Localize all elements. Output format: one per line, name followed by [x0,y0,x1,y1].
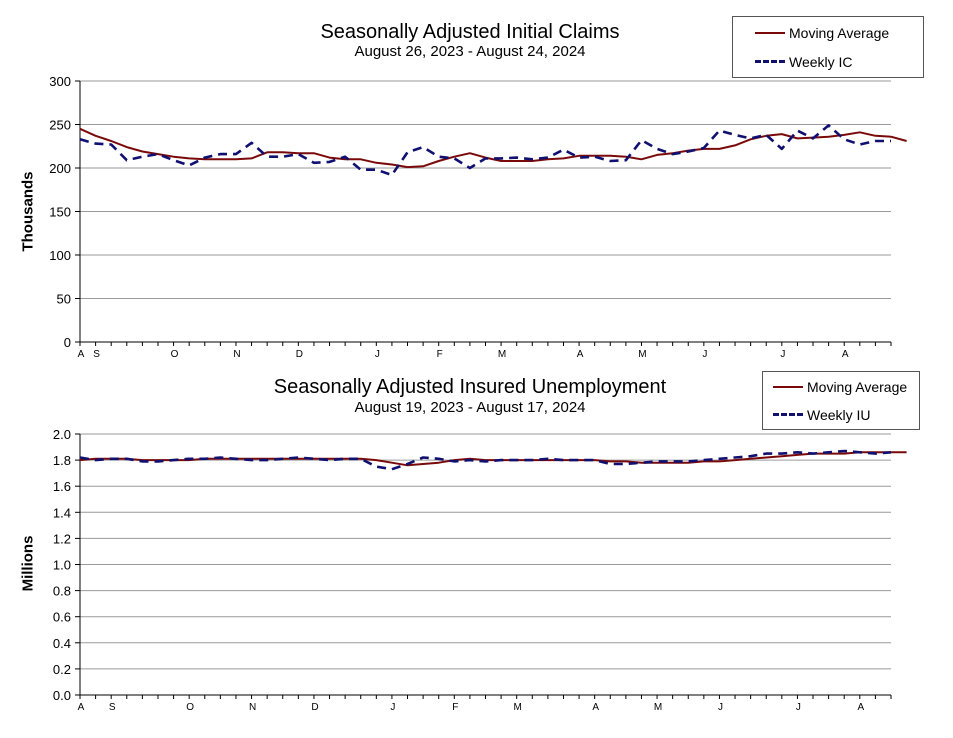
y-tick-label: 0.2 [53,662,71,677]
y-tick-label: 300 [49,74,71,89]
insured-unemployment-chart: Seasonally Adjusted Insured Unemployment… [0,369,953,738]
x-tick-label: J [390,702,395,713]
y-tick-label: 0.0 [53,688,71,703]
x-tick-label: A [78,702,85,713]
x-tick-label: A [592,702,599,713]
x-tick-label: J [796,702,801,713]
x-tick-label: J [375,349,380,360]
x-tick-label: J [780,349,785,360]
y-tick-label: 0.6 [53,610,71,625]
y-tick-label: 1.2 [53,531,71,546]
legend-label: Moving Average [789,25,890,41]
x-tick-label: M [638,349,646,360]
legend-label: Weekly IC [789,54,853,70]
x-tick-label: O [186,702,194,713]
legend: Moving Average Weekly IC [732,16,924,78]
y-tick-label: 0 [64,335,71,350]
y-tick-label: 150 [49,205,71,220]
y-tick-label: 50 [57,292,71,307]
y-tick-label: 1.6 [53,479,71,494]
legend-item-moving-average: Moving Average [733,25,889,41]
legend-item-weekly: Weekly IU [763,407,871,423]
y-tick-label: 200 [49,161,71,176]
legend-label: Weekly IU [807,407,871,423]
legend-swatch-solid [755,28,785,38]
x-tick-label: D [296,349,303,360]
x-tick-label: S [109,702,116,713]
legend: Moving Average Weekly IU [762,371,920,430]
x-tick-label: F [437,349,443,360]
y-tick-label: 100 [49,248,71,263]
chart-title: Seasonally Adjusted Initial Claims [320,21,620,43]
x-tick-label: A [857,702,864,713]
x-tick-label: N [249,702,256,713]
y-tick-label: 250 [49,118,71,133]
x-tick-label: M [514,702,522,713]
x-tick-label: A [842,349,849,360]
chart-title: Seasonally Adjusted Insured Unemployment [273,376,667,398]
x-tick-label: S [93,349,100,360]
y-tick-label: 2.0 [53,427,71,442]
legend-swatch-dashed [755,57,785,67]
weekly-series-line [79,124,891,177]
y-tick-label: 1.4 [53,505,71,520]
x-tick-label: M [498,349,506,360]
x-tick-label: F [452,702,458,713]
initial-claims-chart: Seasonally Adjusted Initial Claims Augus… [20,16,924,360]
legend-swatch-solid [773,382,803,392]
x-tick-label: J [702,349,707,360]
x-tick-label: A [78,349,85,360]
x-tick-label: D [311,702,318,713]
y-tick-label: 0.4 [53,636,71,651]
chart-subtitle: August 19, 2023 - August 17, 2024 [354,399,586,416]
weekly-series-line [79,449,892,471]
x-tick-label: J [718,702,723,713]
x-tick-label: O [171,349,179,360]
legend-label: Moving Average [807,379,908,395]
x-tick-label: M [654,702,662,713]
chart-subtitle: August 26, 2023 - August 24, 2024 [354,43,586,60]
legend-item-weekly: Weekly IC [733,54,853,70]
y-tick-label: 1.8 [53,453,71,468]
x-tick-label: N [233,349,240,360]
y-tick-label: 0.8 [53,584,71,599]
legend-swatch-dashed [773,410,803,420]
y-tick-label: 1.0 [53,558,71,573]
legend-item-moving-average: Moving Average [763,379,907,395]
plot-area: 0.0 0.2 0.4 0.6 0.8 1.0 1.2 1.4 1.6 1.8 2.0 A S O N D J F… [53,427,907,713]
x-tick-label: A [577,349,584,360]
